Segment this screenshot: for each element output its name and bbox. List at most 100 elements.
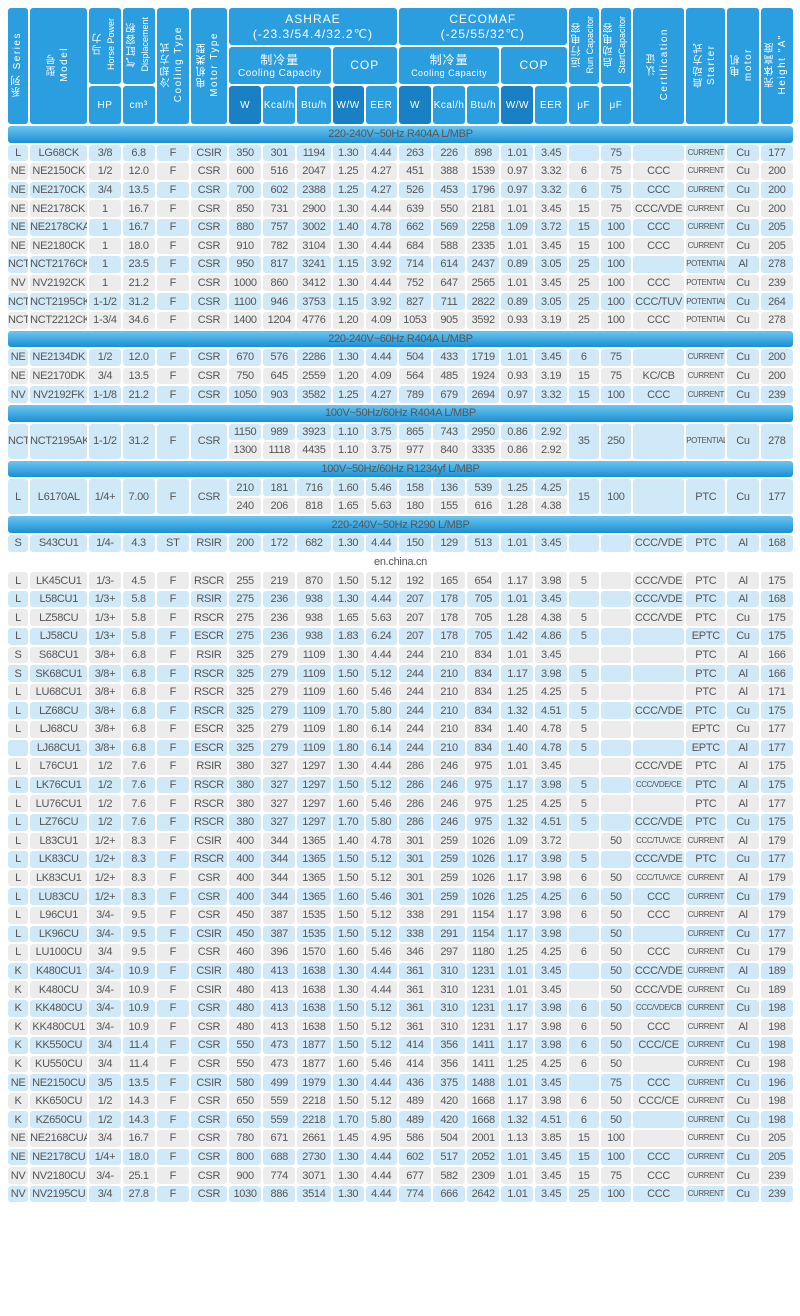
table-row: L L96CU1 3/4- 9.5 F CSR 450 387 1535 1.50 5.12 338 2… (8, 906, 793, 924)
table-cell: 716 (297, 479, 331, 496)
table-cell: L (8, 479, 29, 515)
table-cell: Cu (727, 293, 759, 310)
table-cell: F (156, 479, 189, 515)
table-row: L LK96CU 3/4- 9.5 F CSIR 450 387 1535 1.50 5.12 338… (8, 925, 793, 943)
table-cell: 8.3 (122, 832, 155, 850)
table-cell: 264 (760, 293, 793, 310)
table-cell: 4.44 (365, 200, 397, 217)
table-cell: PTC (686, 535, 726, 552)
table-cell: CCC (632, 1148, 685, 1166)
table-cell: 3.98 (535, 572, 567, 589)
table-cell: CURRENT (686, 1074, 726, 1091)
table-cell: 5.12 (365, 776, 397, 794)
table-cell: 4.5 (122, 572, 155, 589)
table-cell: CCC (632, 218, 685, 236)
unit-uf: μF (600, 86, 631, 124)
table-cell: 291 (433, 906, 466, 924)
table-cell: Cu (727, 1111, 759, 1129)
table-cell: 278 (760, 423, 793, 459)
table-cell: 1/3+ (89, 590, 121, 608)
table-cell: F (156, 628, 189, 645)
table-cell: 244 (398, 683, 432, 701)
table-cell: 4.09 (365, 311, 397, 329)
table-cell: 25 (568, 1185, 599, 1203)
table-cell: PTC (686, 851, 726, 868)
table-cell: 6 (568, 1037, 599, 1054)
unit-ww: W/W (501, 86, 534, 124)
table-row: L L76CU1 1/2 7.6 F RSIR 380 327 1297 1.30 4.44 286 2… (8, 758, 793, 775)
table-cell: Cu (727, 423, 759, 459)
table-cell: 774 (398, 1185, 432, 1203)
table-cell: 1400 (229, 311, 262, 329)
table-cell: 246 (433, 813, 466, 831)
table-cell: 4.44 (365, 1167, 397, 1184)
table-cell: 325 (229, 646, 262, 664)
table-cell: CCC (632, 1018, 685, 1036)
table-cell: CSR (190, 181, 228, 199)
table-cell: 1/2+ (89, 851, 121, 868)
table-cell: 10.9 (122, 981, 155, 998)
section-header: 220-240V~50Hz R404A L/MBP (8, 126, 793, 143)
table-cell: CURRENT (686, 367, 726, 385)
table-cell: Cu (727, 386, 759, 403)
table-cell: CSR (190, 1130, 228, 1147)
table-cell (632, 739, 685, 757)
table-cell: 7.6 (122, 813, 155, 831)
table-cell: 1365 (297, 851, 331, 868)
table-cell (8, 739, 29, 757)
table-cell: 1.28 (501, 497, 534, 515)
table-cell: CSR (190, 311, 228, 329)
table-cell: Cu (727, 609, 759, 627)
table-cell: 1231 (467, 1018, 500, 1036)
table-cell: 239 (760, 386, 793, 403)
table-cell: Cu (727, 274, 759, 292)
table-cell: 1/3+ (89, 609, 121, 627)
table-cell: 75 (600, 367, 631, 385)
table-row: K KK480CU1 3/4- 10.9 F CSR 480 413 1638 1.50 5.12 3… (8, 1018, 793, 1036)
table-cell: 865 (398, 423, 432, 441)
table-cell: L (8, 609, 29, 627)
table-cell: 3/4- (89, 925, 121, 943)
table-cell: CURRENT (686, 1055, 726, 1073)
unit-cm3: cm³ (122, 86, 155, 124)
table-cell (568, 646, 599, 664)
table-cell: Al (727, 256, 759, 273)
table-row: S S68CU1 3/8+ 6.8 F RSIR 325 279 1109 1.30 4.44 244… (8, 646, 793, 664)
table-cell: 100 (600, 386, 631, 403)
table-cell: CSR (190, 256, 228, 273)
table-cell: RSIR (190, 590, 228, 608)
table-cell: F (156, 1037, 189, 1054)
table-cell: 1.30 (332, 981, 364, 998)
table-cell: NE2150CK (30, 163, 88, 180)
table-cell: 3514 (297, 1185, 331, 1203)
table-row: NCT NCT2195AK 1-1/2 31.2 F CSR 1150 989 3923 1.10… (8, 423, 793, 459)
table-cell: 1154 (467, 906, 500, 924)
table-cell: POTENTIAL (686, 256, 726, 273)
table-cell: EPTC (686, 739, 726, 757)
table-cell: 3.75 (365, 423, 397, 441)
table-cell: CURRENT (686, 1037, 726, 1054)
table-cell: 860 (263, 274, 296, 292)
table-cell: F (156, 256, 189, 273)
table-row: NE NE2178CKA 1 16.7 F CSR 880 757 3002 1.40 4.78 66… (8, 218, 793, 236)
table-cell: F (156, 572, 189, 589)
table-cell: CSIR (190, 962, 228, 980)
table-cell: 1638 (297, 1018, 331, 1036)
table-cell: 1.45 (332, 1130, 364, 1147)
table-cell: 1.70 (332, 702, 364, 719)
table-cell: L58CU1 (30, 590, 88, 608)
table-cell: 207 (398, 628, 432, 645)
table-cell: CSR (190, 237, 228, 255)
table-cell: 3.05 (535, 256, 567, 273)
table-cell: K (8, 999, 29, 1017)
table-cell: CSR (190, 423, 228, 459)
table-cell: 700 (229, 181, 262, 199)
table-cell: 489 (398, 1092, 432, 1110)
table-cell: SK68CU1 (30, 665, 88, 682)
table-cell: 1297 (297, 813, 331, 831)
table-cell: 1.15 (332, 293, 364, 310)
table-cell: 1109 (297, 665, 331, 682)
table-cell: F (156, 1092, 189, 1110)
table-cell: 196 (760, 1074, 793, 1091)
table-cell: 3/4 (89, 1130, 121, 1147)
